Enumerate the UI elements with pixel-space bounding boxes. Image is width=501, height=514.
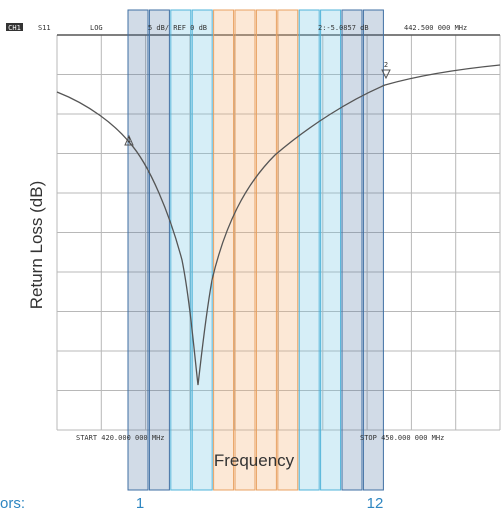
grid [56,34,501,431]
format: LOG [90,24,103,32]
channel-band [148,9,170,491]
scale: 5 dB/ REF 0 dB [148,24,207,32]
marker-freq: 442.500 000 MHz [404,24,467,32]
marker-2-icon [381,69,391,80]
legend-prefix: ors: [0,495,25,512]
channel-band [234,9,256,491]
channel-band [127,9,149,491]
legend-last: 12 [367,495,384,512]
legend-first: 1 [136,495,144,512]
channel: CH1 [8,24,21,32]
channel-band [255,9,277,491]
x-axis-label: Frequency [214,451,295,470]
trace [56,64,501,386]
channel-band [170,9,192,491]
marker-readout: 2:-5.0857 dB [318,24,369,32]
start-freq: START 420.000 000 MHz [76,434,165,442]
marker-label: 2 [384,61,388,69]
channel-band [298,9,320,491]
stop-freq: STOP 450.000 000 MHz [360,434,444,442]
param: S11 [38,24,51,32]
channel-band [213,9,235,491]
channel-band [320,9,342,491]
y-axis-label: Return Loss (dB) [27,181,46,310]
channel-band [191,9,213,491]
channel-box [6,23,23,31]
channel-band [362,9,384,491]
marker-label: 1 [127,136,131,144]
channel-band [277,9,299,491]
channel-bands [127,9,384,491]
channel-band [341,9,363,491]
marker-1-icon [124,134,134,146]
